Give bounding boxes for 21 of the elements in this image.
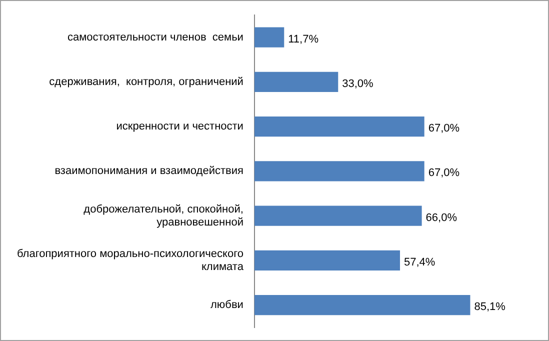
data-label: 67,0% xyxy=(428,167,460,180)
bar xyxy=(254,250,400,270)
data-label: 67,0% xyxy=(428,122,460,135)
y-tick-label: искренности и честности xyxy=(116,120,244,133)
y-tick-label: доброжелательной, спокойной, уравновешенной xyxy=(84,203,244,228)
data-label: 66,0% xyxy=(426,212,458,224)
y-tick-label: сдерживания, контроля, ограничений xyxy=(49,76,244,88)
y-tick-label: любви xyxy=(210,299,244,312)
y-tick-label: самостоятельности членов семьи xyxy=(67,31,244,44)
data-label: 11,7% xyxy=(288,33,319,46)
y-tick-label: взаимопонимания и взаимодействия xyxy=(54,165,244,178)
bar xyxy=(254,116,424,137)
bar xyxy=(254,27,284,48)
bar xyxy=(254,295,470,316)
bar xyxy=(254,72,338,92)
data-label: 33,0% xyxy=(342,78,374,90)
data-label: 57,4% xyxy=(404,256,436,268)
bar xyxy=(254,161,424,182)
y-tick-label: благоприятного морально-психологического климата xyxy=(16,248,244,274)
data-label: 85,1% xyxy=(474,301,506,314)
bar xyxy=(254,206,422,226)
